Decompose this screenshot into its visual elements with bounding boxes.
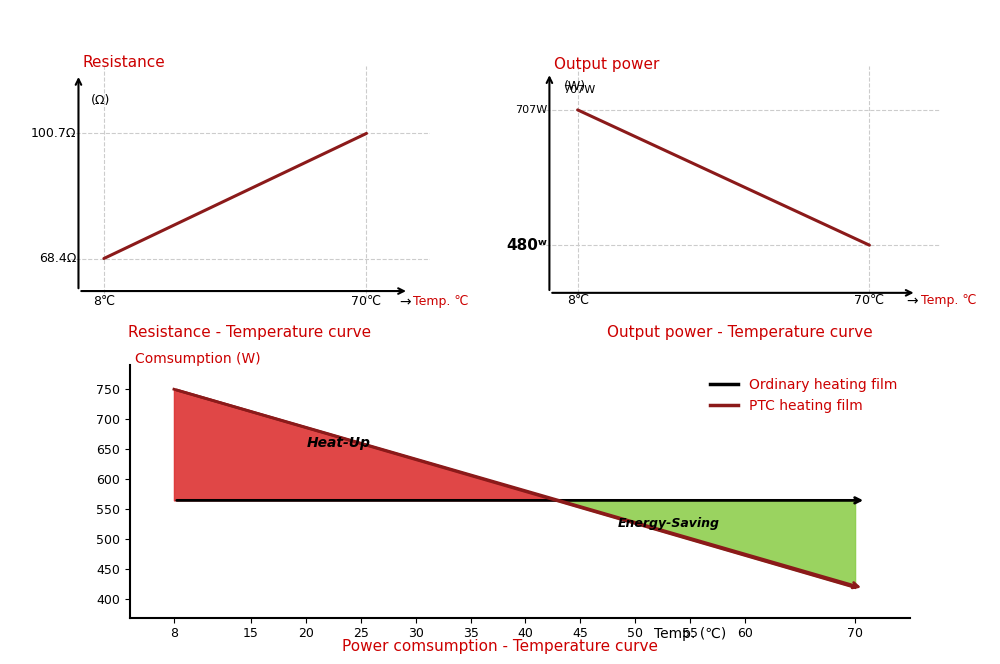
Text: Heat-Up: Heat-Up — [307, 436, 371, 450]
Text: 68.4Ω: 68.4Ω — [39, 252, 76, 265]
Text: Output power: Output power — [554, 56, 659, 72]
Text: (W): (W) — [564, 80, 586, 92]
Text: Temp. (℃): Temp. (℃) — [654, 627, 726, 641]
Text: 480ʷ: 480ʷ — [506, 238, 547, 253]
Text: Power comsumption - Temperature curve: Power comsumption - Temperature curve — [342, 639, 658, 654]
Text: →: → — [906, 294, 918, 308]
Text: Output power - Temperature curve: Output power - Temperature curve — [607, 325, 873, 341]
Text: (Ω): (Ω) — [91, 94, 111, 106]
Text: Comsumption (W): Comsumption (W) — [135, 352, 261, 366]
Text: Resistance: Resistance — [83, 55, 165, 70]
Text: 70℃: 70℃ — [854, 294, 884, 307]
Text: 707W: 707W — [515, 105, 547, 115]
Text: Temp. ℃: Temp. ℃ — [921, 294, 977, 307]
Text: 8℃: 8℃ — [93, 295, 115, 308]
Text: 707W: 707W — [564, 86, 596, 96]
Text: Resistance - Temperature curve: Resistance - Temperature curve — [128, 325, 372, 341]
Legend: Ordinary heating film, PTC heating film: Ordinary heating film, PTC heating film — [705, 372, 903, 418]
Text: →: → — [399, 295, 410, 309]
Text: Energy-Saving: Energy-Saving — [617, 517, 719, 530]
Text: 70℃: 70℃ — [351, 295, 381, 308]
Text: 8℃: 8℃ — [567, 294, 589, 307]
Text: 100.7Ω: 100.7Ω — [31, 127, 76, 140]
Text: Temp. ℃: Temp. ℃ — [413, 295, 468, 308]
